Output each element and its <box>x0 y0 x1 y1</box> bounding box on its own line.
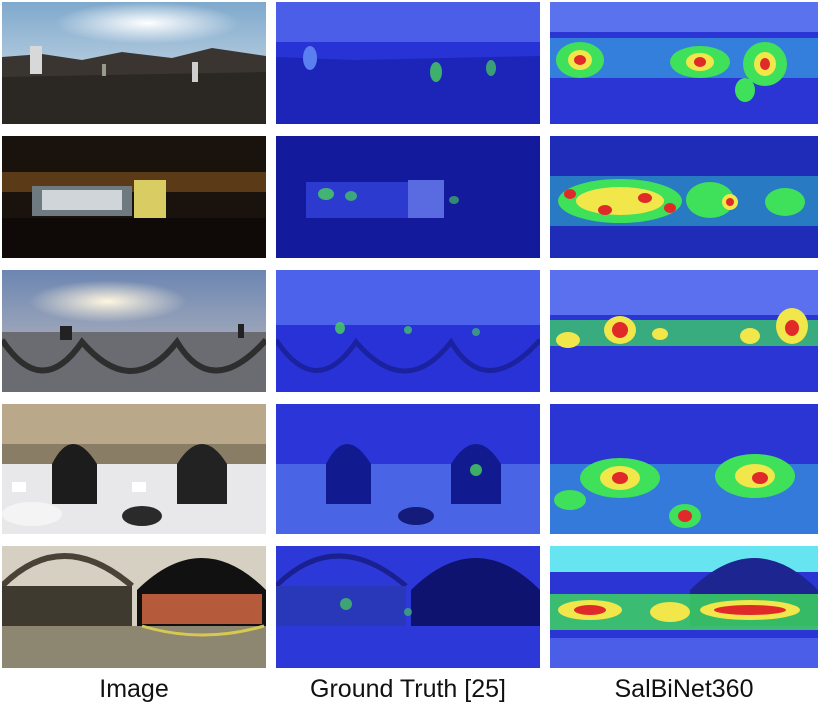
row1-salbinet360 <box>550 2 818 124</box>
row4-ground-truth <box>276 404 540 534</box>
row5-ground-truth <box>276 546 540 668</box>
row5-salbinet360 <box>550 546 818 668</box>
row5-image <box>2 546 266 668</box>
caption-salbinet360: SalBiNet360 <box>614 675 754 703</box>
row4-image <box>2 404 266 534</box>
row2-image <box>2 136 266 258</box>
caption-ground-truth: Ground Truth [25] <box>310 675 506 703</box>
row1-image <box>2 2 266 124</box>
row2-salbinet360 <box>550 136 818 258</box>
row3-ground-truth <box>276 270 540 392</box>
row2-ground-truth <box>276 136 540 258</box>
row3-image <box>2 270 266 392</box>
row1-ground-truth <box>276 2 540 124</box>
row4-salbinet360 <box>550 404 818 534</box>
row3-salbinet360 <box>550 270 818 392</box>
caption-image: Image <box>99 675 169 703</box>
